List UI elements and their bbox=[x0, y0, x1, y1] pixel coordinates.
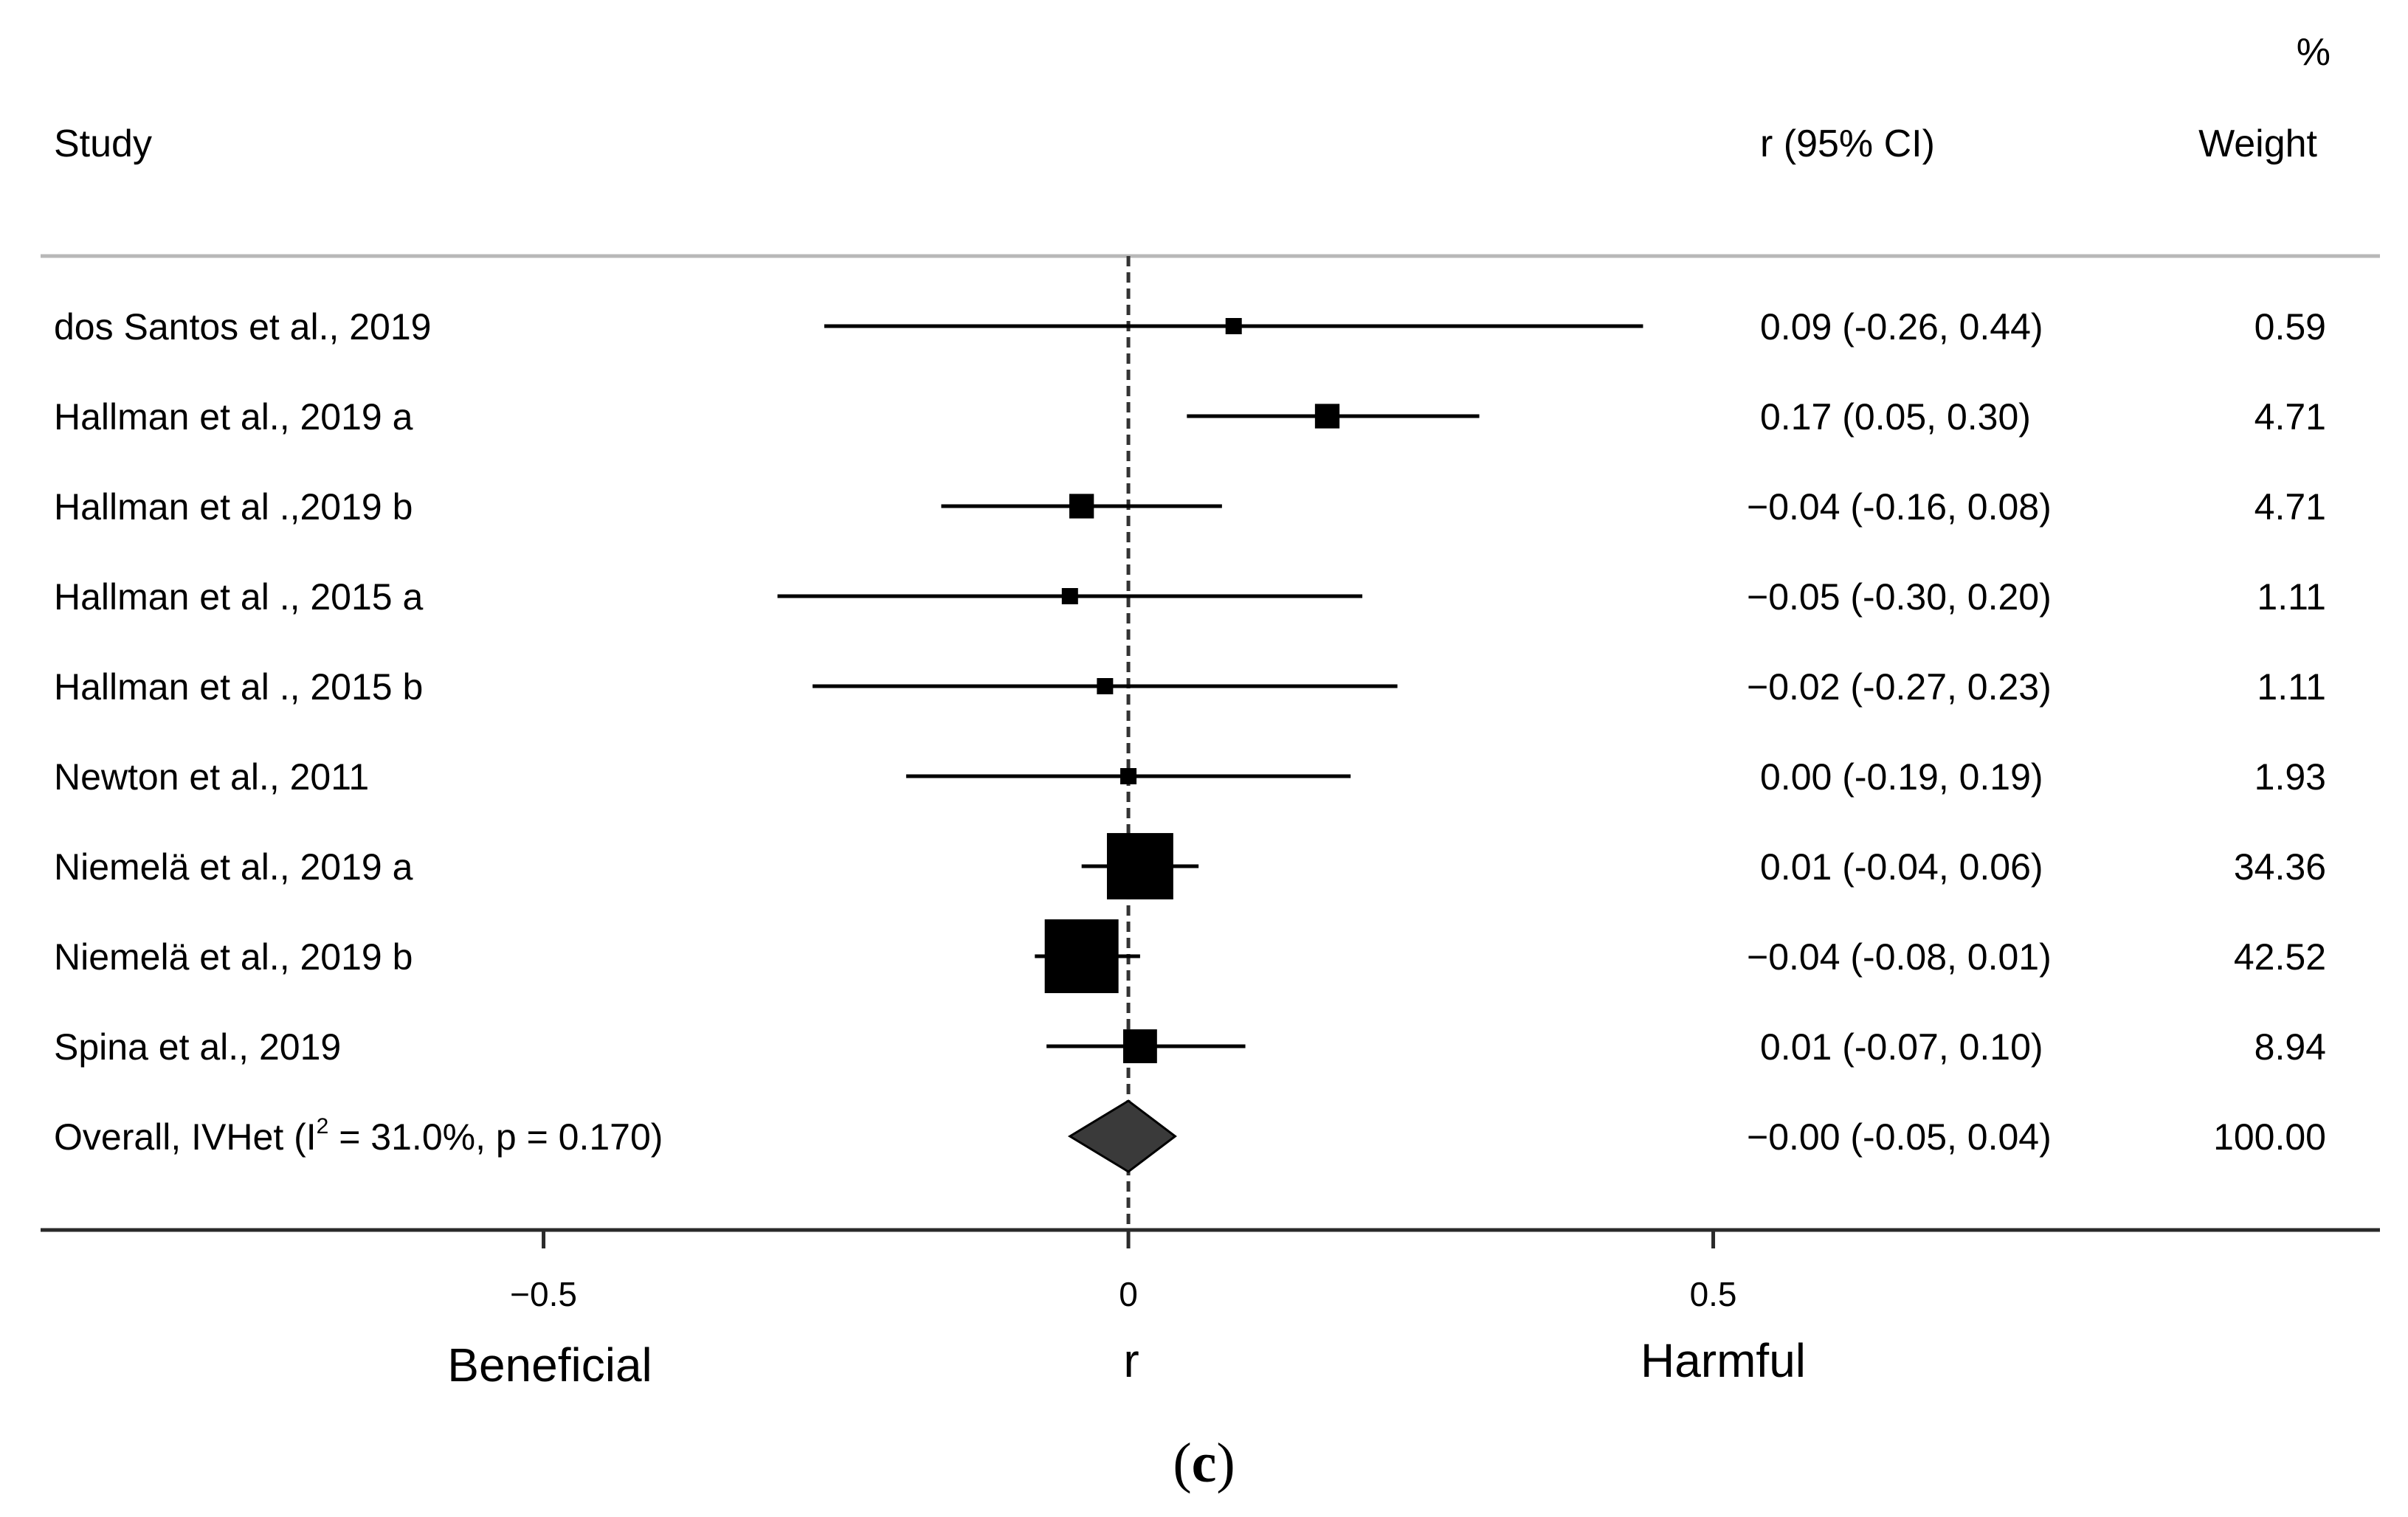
effect-marker bbox=[1061, 588, 1078, 604]
effect-marker bbox=[1097, 678, 1114, 694]
caption-close-paren: ) bbox=[1216, 1432, 1235, 1494]
study-row: Spina et al., 2019 0.01 (-0.07, 0.10) 8.94 bbox=[54, 1026, 2326, 1068]
caption-open-paren: ( bbox=[1173, 1432, 1192, 1494]
x-tick-label: 0.5 bbox=[1690, 1275, 1737, 1313]
effect-marker bbox=[1044, 919, 1119, 993]
effect-ci-text: 0.09 (-0.26, 0.44) bbox=[1760, 306, 2043, 348]
weight-text: 1.11 bbox=[2257, 576, 2326, 618]
study-name: Niemelä et al., 2019 b bbox=[54, 936, 413, 978]
effect-ci-text: −0.04 (-0.08, 0.01) bbox=[1747, 936, 2052, 978]
overall-ci-text: −0.00 (-0.05, 0.04) bbox=[1747, 1116, 2052, 1158]
effect-ci-text: 0.17 (0.05, 0.30) bbox=[1760, 396, 2031, 438]
study-name: Hallman et al .,2019 b bbox=[54, 486, 413, 528]
weight-text: 1.11 bbox=[2257, 666, 2326, 708]
header-weight: Weight bbox=[2198, 122, 2317, 165]
header-effect: r (95% CI) bbox=[1760, 122, 1935, 165]
study-row: Hallman et al., 2019 a 0.17 (0.05, 0.30) 4… bbox=[54, 396, 2326, 438]
overall-weight-text: 100.00 bbox=[2213, 1116, 2326, 1158]
effect-ci-text: 0.00 (-0.19, 0.19) bbox=[1760, 756, 2043, 798]
study-rows: dos Santos et al., 2019 0.09 (-0.26, 0.44… bbox=[54, 306, 2326, 1173]
overall-row: Overall, IVHet (I2 = 31.0%, p = 0.170) −0… bbox=[54, 1099, 2326, 1173]
effect-ci-text: −0.02 (-0.27, 0.23) bbox=[1747, 666, 2052, 708]
study-row: Niemelä et al., 2019 b −0.04 (-0.08, 0.01… bbox=[54, 919, 2326, 993]
weight-text: 1.93 bbox=[2255, 756, 2326, 798]
weight-text: 42.52 bbox=[2234, 936, 2326, 978]
study-name: Hallman et al ., 2015 a bbox=[54, 576, 423, 618]
study-row: Hallman et al ., 2015 b −0.02 (-0.27, 0.2… bbox=[54, 666, 2326, 708]
caption-letter: c bbox=[1191, 1432, 1217, 1494]
effect-marker bbox=[1120, 768, 1137, 784]
effect-marker bbox=[1069, 494, 1094, 519]
figure-caption: (c) bbox=[0, 1431, 2408, 1496]
study-name: Newton et al., 2011 bbox=[54, 756, 369, 798]
study-name: Niemelä et al., 2019 a bbox=[54, 846, 413, 888]
x-axis: −0.5 0 0.5 bbox=[510, 1230, 1737, 1313]
study-name: Hallman et al., 2019 a bbox=[54, 396, 413, 438]
weight-text: 34.36 bbox=[2234, 846, 2326, 888]
header-weight-percent: % bbox=[2297, 31, 2331, 74]
weight-text: 8.94 bbox=[2255, 1026, 2326, 1068]
effect-ci-text: 0.01 (-0.04, 0.06) bbox=[1760, 846, 2043, 888]
weight-text: 4.71 bbox=[2255, 486, 2326, 528]
study-name: Hallman et al ., 2015 b bbox=[54, 666, 423, 708]
weight-text: 4.71 bbox=[2255, 396, 2326, 438]
header-study: Study bbox=[54, 122, 152, 165]
overall-diamond bbox=[1067, 1099, 1177, 1173]
study-row: Niemelä et al., 2019 a 0.01 (-0.04, 0.06)… bbox=[54, 833, 2326, 899]
study-row: dos Santos et al., 2019 0.09 (-0.26, 0.44… bbox=[54, 306, 2326, 348]
x-axis-title: r bbox=[1123, 1334, 1139, 1387]
study-name: Spina et al., 2019 bbox=[54, 1026, 341, 1068]
effect-marker bbox=[1314, 404, 1340, 429]
effect-ci-text: −0.04 (-0.16, 0.08) bbox=[1747, 486, 2052, 528]
weight-text: 0.59 bbox=[2255, 306, 2326, 348]
effect-ci-text: −0.05 (-0.30, 0.20) bbox=[1747, 576, 2052, 618]
effect-ci-text: 0.01 (-0.07, 0.10) bbox=[1760, 1026, 2043, 1068]
x-axis-left-label: Beneficial bbox=[447, 1338, 652, 1392]
effect-marker bbox=[1225, 318, 1242, 334]
effect-marker bbox=[1106, 833, 1173, 899]
study-name: dos Santos et al., 2019 bbox=[54, 306, 431, 348]
study-row: Hallman et al ., 2015 a −0.05 (-0.30, 0.2… bbox=[54, 576, 2326, 618]
effect-marker bbox=[1122, 1029, 1157, 1063]
study-row: Newton et al., 2011 0.00 (-0.19, 0.19) 1.9… bbox=[54, 756, 2326, 798]
x-axis-right-label: Harmful bbox=[1641, 1334, 1806, 1387]
x-tick-label: 0 bbox=[1119, 1275, 1138, 1313]
x-tick-label: −0.5 bbox=[510, 1275, 577, 1313]
overall-name: Overall, IVHet (I2 = 31.0%, p = 0.170) bbox=[54, 1114, 663, 1158]
study-row: Hallman et al .,2019 b −0.04 (-0.16, 0.08… bbox=[54, 486, 2326, 528]
